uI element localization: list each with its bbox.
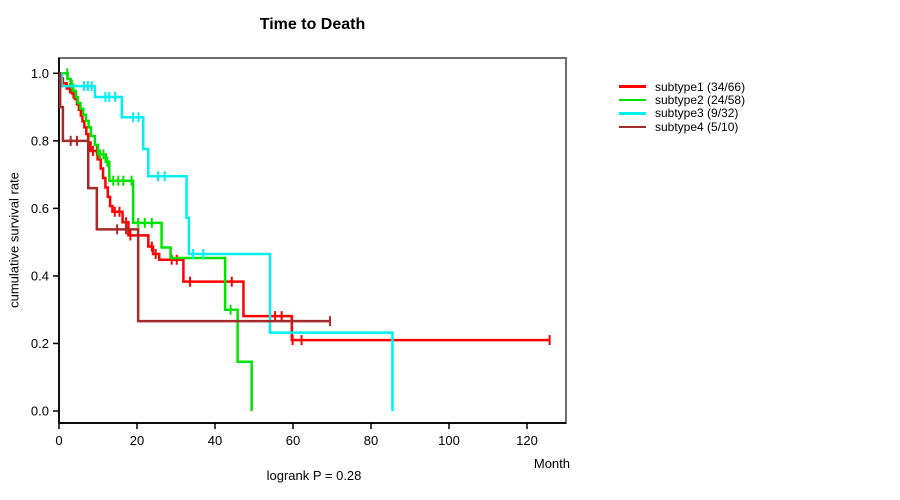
survival-curve-subtype4 — [58, 72, 331, 323]
survival-curve-subtype2 — [59, 72, 253, 411]
y-axis-label: cumulative survival rate — [6, 172, 22, 308]
legend-line-subtype1 — [619, 85, 646, 88]
y-tick-label: 0.0 — [31, 404, 49, 419]
x-tick-label: 0 — [55, 433, 62, 448]
y-tick-label: 0.8 — [31, 133, 49, 148]
legend-label-subtype3: subtype3 (9/32) — [655, 106, 739, 121]
chart-title: Time to Death — [259, 16, 366, 33]
x-tick-label: 100 — [438, 433, 460, 448]
x-tick-label: 20 — [130, 433, 144, 448]
legend-line-subtype3 — [619, 112, 646, 115]
legend-line-subtype2 — [619, 98, 646, 102]
survival-curve-subtype3 — [59, 72, 394, 411]
x-tick-label: 60 — [286, 433, 300, 448]
legend-item-subtype4: subtype4 (5/10) — [619, 119, 745, 134]
legend-item-subtype3: subtype3 (9/32) — [619, 106, 745, 121]
legend-label-subtype1: subtype1 (34/66) — [655, 79, 746, 94]
x-tick-label: 40 — [208, 433, 222, 448]
y-tick-label: 0.6 — [31, 201, 49, 216]
legend-line-subtype4 — [619, 125, 646, 129]
x-axis-label: Month — [533, 456, 570, 471]
x-tick-label: 80 — [364, 433, 378, 448]
y-tick-label: 0.4 — [31, 268, 49, 283]
y-tick-label: 0.2 — [31, 336, 49, 351]
legend: subtype1 (34/66) subtype2 (24/58) subtyp… — [619, 80, 745, 134]
legend-label-subtype4: subtype4 (5/10) — [655, 119, 739, 134]
legend-label-subtype2: subtype2 (24/58) — [655, 93, 746, 108]
y-tick-label: 1.0 — [31, 66, 49, 81]
legend-item-subtype1: subtype1 (34/66) — [619, 79, 746, 94]
plot-border — [58, 57, 567, 424]
logrank-pvalue-annotation: logrank P = 0.28 — [266, 468, 362, 483]
x-tick-label: 120 — [516, 433, 538, 448]
legend-item-subtype2: subtype2 (24/58) — [619, 93, 746, 108]
